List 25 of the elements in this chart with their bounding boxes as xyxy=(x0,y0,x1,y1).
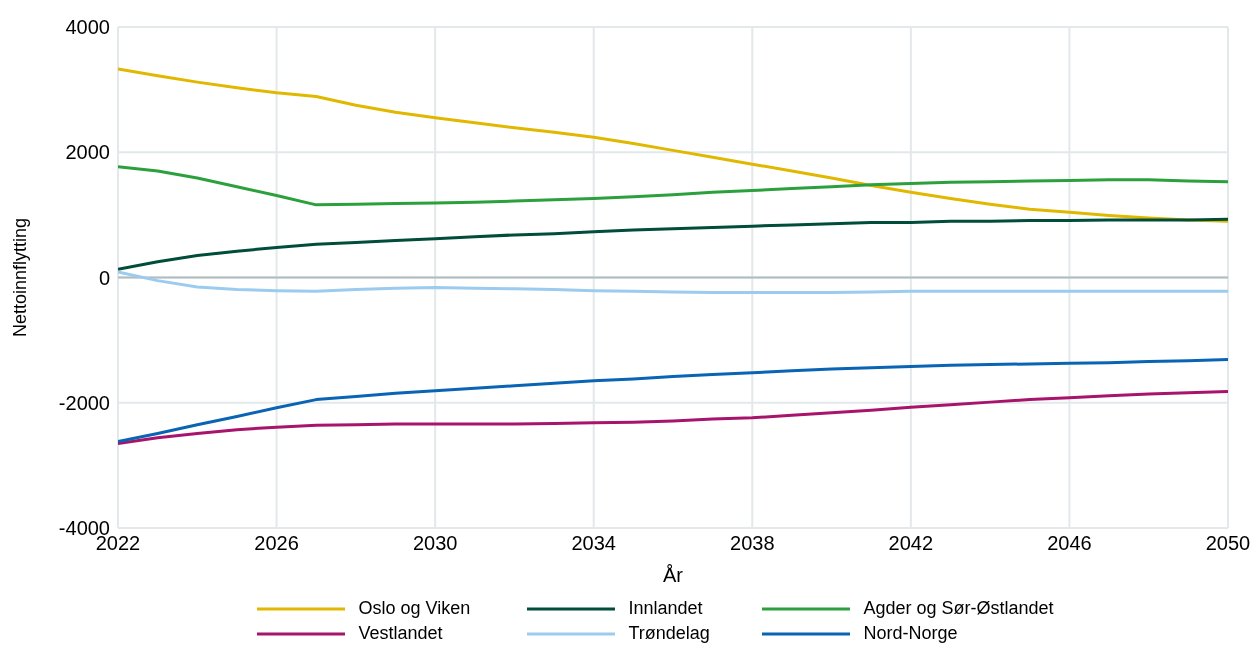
line-series xyxy=(118,217,1228,271)
x-tick-label: 2038 xyxy=(730,532,775,555)
x-tick-label: 2034 xyxy=(571,532,616,555)
line-series xyxy=(118,270,1228,295)
line-series xyxy=(118,165,1228,207)
x-tick-label: 2046 xyxy=(1047,532,1092,555)
x-tick-label: 2050 xyxy=(1205,532,1251,555)
y-tick-label: 2000 xyxy=(65,141,110,164)
y-axis-title: Nettoinnflytting xyxy=(10,217,31,338)
x-axis-title: År xyxy=(663,564,684,586)
legend-label: Nord-Norge xyxy=(863,623,958,644)
legend-label: Innlandet xyxy=(628,598,703,619)
legend-label: Oslo og Viken xyxy=(358,598,471,619)
y-tick-label: -2000 xyxy=(58,391,110,414)
legend-label: Vestlandet xyxy=(358,623,443,644)
legend-label: Agder og Sør-Østlandet xyxy=(863,598,1054,619)
y-tick-label: 4000 xyxy=(65,16,110,39)
legend-label: Trøndelag xyxy=(628,623,710,644)
x-tick-label: 2042 xyxy=(888,532,934,555)
x-tick-label: 2030 xyxy=(412,532,458,555)
line-series xyxy=(118,389,1228,445)
line-series xyxy=(118,67,1228,223)
line-series xyxy=(118,358,1228,444)
x-tick-label: 2026 xyxy=(254,532,299,555)
y-tick-label: 0 xyxy=(98,266,110,289)
